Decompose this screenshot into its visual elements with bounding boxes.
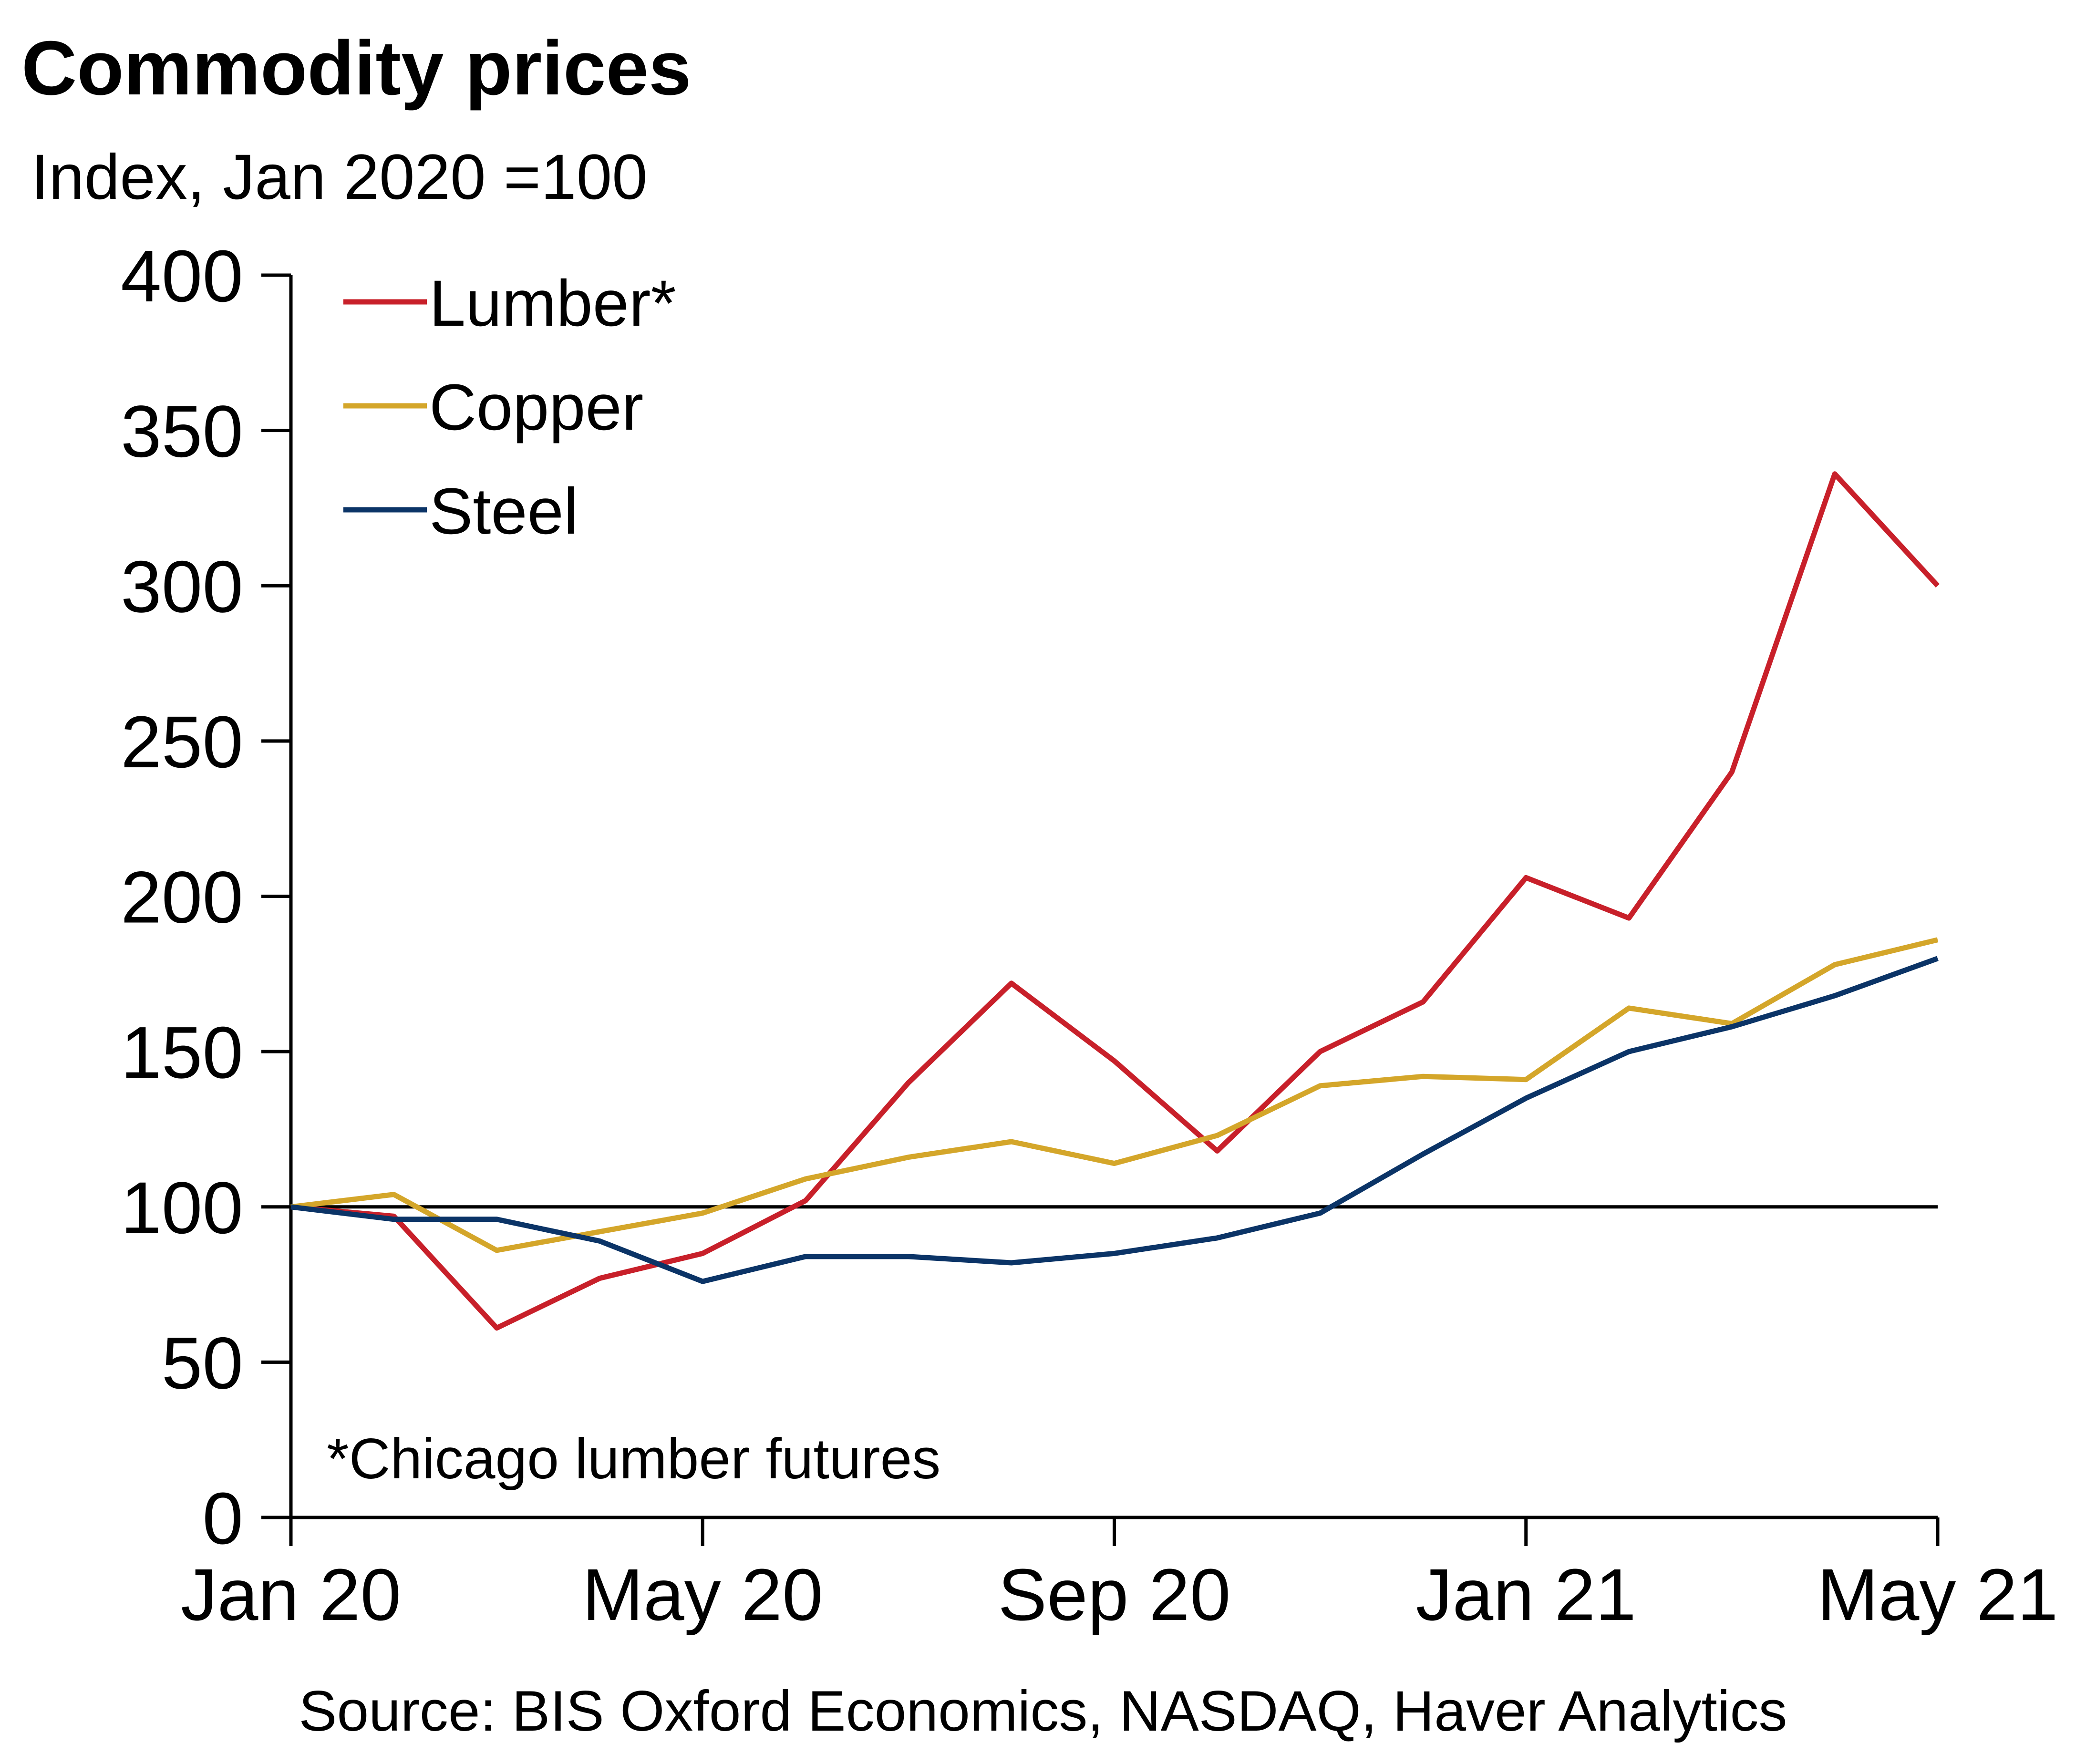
series-line-copper (290, 937, 1939, 1253)
x-tick-label: Jan 20 (181, 1554, 401, 1636)
legend: Lumber* Copper Steel (343, 267, 676, 548)
legend-label: Steel (429, 475, 578, 548)
y-tick-label: 250 (121, 701, 243, 783)
y-axis: 0 50 100 150 200 250 300 350 400 (121, 235, 293, 1559)
chart-note: *Chicago lumber futures (327, 1427, 940, 1491)
chart-title: Commodity prices (21, 25, 692, 111)
chart-subtitle: Index, Jan 2020 =100 (31, 142, 648, 213)
y-tick-label: 200 (121, 856, 243, 939)
x-axis: Jan 20 May 20 Sep 20 Jan 21 May 21 (181, 1516, 2058, 1636)
legend-label: Copper (429, 371, 643, 444)
y-tick-label: 150 (121, 1011, 243, 1093)
y-tick-label: 350 (121, 391, 243, 473)
y-tick-label: 400 (121, 235, 243, 317)
x-tick-label: Jan 21 (1416, 1554, 1636, 1636)
y-tick-label: 50 (162, 1322, 243, 1404)
series-line-lumber (290, 471, 1940, 1331)
x-tick-label: May 20 (582, 1554, 823, 1636)
legend-label: Lumber* (429, 267, 676, 340)
y-tick-label: 100 (121, 1167, 243, 1249)
chart-source: Source: BIS Oxford Economics, NASDAQ, Ha… (299, 1679, 1787, 1743)
series-lines (290, 471, 1940, 1331)
series-line-steel (290, 956, 1939, 1284)
y-tick-label: 0 (202, 1477, 243, 1559)
y-tick-label: 300 (121, 546, 243, 628)
x-tick-label: Sep 20 (998, 1554, 1230, 1636)
x-tick-label: May 21 (1817, 1554, 2058, 1636)
